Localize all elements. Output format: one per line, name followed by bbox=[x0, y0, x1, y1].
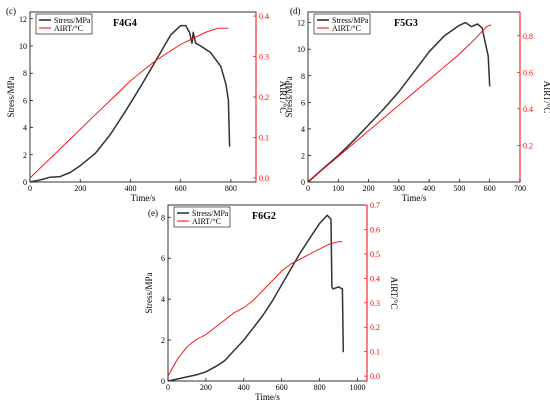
x-tick-label: 200 bbox=[74, 184, 86, 193]
legend-label: AIRT/°C bbox=[332, 24, 361, 33]
y2-tick-label: 0.3 bbox=[259, 53, 269, 62]
y2-axis-label: AIRT/°C bbox=[389, 277, 399, 310]
y-tick-label: 2 bbox=[301, 151, 305, 160]
y2-tick-label: 0.0 bbox=[259, 174, 269, 183]
x-tick-label: 400 bbox=[238, 383, 250, 392]
legend-box bbox=[173, 206, 231, 228]
plot-frame bbox=[167, 204, 368, 382]
y-tick-label: 6 bbox=[161, 254, 165, 263]
y-tick-label: 2 bbox=[161, 336, 165, 345]
legend-label: AIRT/°C bbox=[54, 24, 83, 33]
y-tick-label: 10 bbox=[297, 45, 305, 54]
y-tick-label: 0 bbox=[301, 178, 305, 187]
legend-box bbox=[35, 13, 93, 35]
chart-title: F6G2 bbox=[252, 211, 276, 222]
y2-tick-label: 0.7 bbox=[370, 201, 380, 210]
x-tick-label: 600 bbox=[484, 184, 496, 193]
chart-panel-f4g4: 0 200 400 600 800 0 2 4 6 8 10 12 0.0 0.1 0.2 0.3 0.4 Tim… bbox=[6, 6, 288, 203]
plot-frame bbox=[307, 11, 521, 183]
stress-series-line bbox=[307, 21, 491, 183]
y2-tick-label: 0.4 bbox=[259, 12, 269, 21]
y2-tick-label: 0.6 bbox=[370, 225, 380, 234]
y-tick-label: 8 bbox=[301, 72, 305, 81]
legend-box bbox=[313, 13, 371, 35]
x-tick-label: 400 bbox=[423, 184, 435, 193]
y2-tick-label: 0.2 bbox=[259, 93, 269, 102]
x-tick-label: 100 bbox=[332, 184, 344, 193]
y2-tick-label: 0.1 bbox=[259, 133, 269, 142]
x-axis-label: Time/s bbox=[402, 193, 427, 203]
y2-tick-label: 0.2 bbox=[523, 141, 533, 150]
x-tick-label: 0 bbox=[166, 383, 170, 392]
airt-series-line bbox=[307, 24, 492, 183]
x-tick-label: 1000 bbox=[350, 383, 366, 392]
y-tick-label: 4 bbox=[23, 124, 27, 133]
x-tick-label: 800 bbox=[225, 184, 237, 193]
airt-series-line bbox=[29, 27, 229, 179]
y2-tick-label: 0.5 bbox=[370, 250, 380, 259]
y-tick-label: 12 bbox=[297, 19, 305, 28]
chart-panel-f6g2: 0 200 400 600 800 1000 0 2 4 6 8 0.0 0.1 0.2 0.3 0.4 0.5… bbox=[144, 201, 399, 402]
x-axis-label: Time/s bbox=[131, 193, 156, 203]
y-tick-label: 8 bbox=[23, 69, 27, 78]
x-tick-label: 200 bbox=[363, 184, 375, 193]
y2-tick-label: 0.3 bbox=[370, 299, 380, 308]
y-tick-label: 4 bbox=[161, 295, 165, 304]
x-axis-label: Time/s bbox=[255, 392, 280, 402]
x-tick-label: 800 bbox=[314, 383, 326, 392]
y-tick-label: 0 bbox=[161, 377, 165, 386]
y-tick-label: 4 bbox=[301, 125, 305, 134]
y2-tick-label: 0.8 bbox=[523, 32, 533, 41]
chart-title: F4G4 bbox=[113, 18, 137, 29]
x-tick-label: 0 bbox=[306, 184, 310, 193]
x-tick-label: 200 bbox=[200, 383, 212, 392]
x-tick-label: 600 bbox=[175, 184, 187, 193]
chart-panel-f5g3: 0 100 200 300 400 500 600 700 0 2 4 6 8 10 12 0.2 0.4 0.6… bbox=[284, 6, 550, 203]
legend-label: Stress/MPa bbox=[192, 209, 229, 218]
x-tick-label: 300 bbox=[393, 184, 405, 193]
y-tick-label: 8 bbox=[161, 213, 165, 222]
chart-title: F5G3 bbox=[394, 18, 418, 29]
stress-series-line bbox=[167, 214, 345, 382]
plot-frame bbox=[29, 11, 257, 183]
y-tick-label: 6 bbox=[301, 98, 305, 107]
y-tick-label: 2 bbox=[23, 151, 27, 160]
legend-label: Stress/MPa bbox=[54, 16, 91, 25]
y2-axis-label: AIRT/°C bbox=[542, 81, 550, 114]
y2-tick-label: 0.6 bbox=[523, 68, 533, 77]
legend-label: Stress/MPa bbox=[332, 16, 369, 25]
y2-tick-label: 0.4 bbox=[523, 105, 533, 114]
y-tick-label: 12 bbox=[19, 15, 27, 24]
y-tick-label: 6 bbox=[23, 96, 27, 105]
y2-tick-label: 0.0 bbox=[370, 372, 380, 381]
legend-label: AIRT/°C bbox=[192, 217, 221, 226]
x-tick-label: 400 bbox=[124, 184, 136, 193]
x-tick-label: 500 bbox=[453, 184, 465, 193]
y2-tick-label: 0.4 bbox=[370, 274, 380, 283]
y-axis-label: Stress/MPa bbox=[284, 76, 294, 117]
x-tick-label: 600 bbox=[276, 383, 288, 392]
y-axis-label: Stress/MPa bbox=[144, 272, 154, 313]
panel-letter: (e) bbox=[148, 208, 158, 218]
y-tick-label: 10 bbox=[19, 42, 27, 51]
y2-axis-label: AIRT/°C bbox=[278, 81, 288, 114]
x-tick-label: 0 bbox=[28, 184, 32, 193]
airt-series-line bbox=[167, 241, 343, 377]
x-tick-label: 700 bbox=[514, 184, 526, 193]
y-tick-label: 0 bbox=[23, 178, 27, 187]
y2-tick-label: 0.2 bbox=[370, 323, 380, 332]
panel-letter: (d) bbox=[290, 6, 301, 16]
stress-series-line bbox=[29, 24, 231, 183]
panel-letter: (c) bbox=[6, 6, 16, 16]
y-axis-label: Stress/MPa bbox=[6, 76, 16, 117]
y2-tick-label: 0.1 bbox=[370, 348, 380, 357]
